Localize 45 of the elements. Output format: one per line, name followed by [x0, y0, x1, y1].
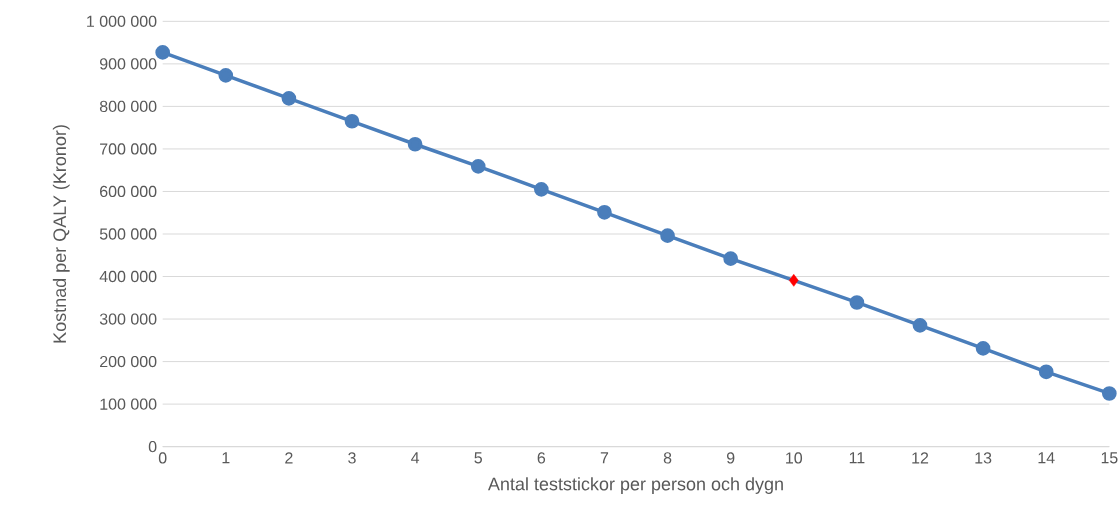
x-tick-label: 6 [537, 452, 546, 464]
y-tick-label: 700 000 [100, 143, 157, 155]
point [849, 295, 865, 310]
x-tick-label: 4 [411, 452, 420, 464]
x-tick-label: 10 [786, 452, 803, 464]
x-tick-label: 3 [348, 452, 356, 464]
point [789, 274, 799, 287]
x-tick-label: 11 [849, 452, 865, 464]
y-tick-label: 1 000 000 [87, 15, 157, 27]
point [1101, 386, 1117, 401]
x-tick-label: 15 [1101, 452, 1118, 464]
x-tick-label: 9 [726, 452, 735, 464]
x-tick-label: 2 [285, 452, 293, 464]
x-tick-label: 1 [222, 452, 230, 464]
x-tick-label: 0 [158, 452, 167, 464]
y-tick-label: 100 000 [100, 398, 157, 410]
point [912, 318, 928, 333]
point [155, 45, 171, 60]
y-tick-label: 400 000 [99, 270, 157, 283]
x-tick-label: 12 [912, 452, 929, 464]
point [344, 113, 360, 129]
y-axis-title: Kostnad per QALY (Kronor) [52, 125, 70, 343]
point [723, 251, 738, 266]
point [470, 159, 486, 174]
point [660, 228, 675, 244]
y-tick-label: 600 000 [100, 185, 157, 198]
point [533, 181, 549, 197]
y-tick-label: 500 000 [99, 228, 157, 240]
point [218, 68, 234, 83]
point [1038, 364, 1054, 380]
y-tick-label: 300 000 [99, 313, 157, 325]
y-tick-label: 900 000 [100, 58, 157, 70]
y-tick-label: 800 000 [99, 100, 157, 113]
x-tick-label: 7 [600, 452, 609, 464]
x-tick-label: 5 [474, 452, 482, 464]
point [281, 90, 297, 106]
point [597, 204, 612, 220]
x-tick-label: 14 [1038, 452, 1055, 464]
x-tick-label: 8 [663, 452, 672, 464]
point [975, 341, 991, 356]
y-tick-label: 200 000 [100, 355, 157, 368]
point [407, 136, 423, 152]
y-tick-label: 0 [148, 440, 157, 453]
x-axis-title: Antal teststickor per person och dygn [487, 477, 783, 494]
x-tick-label: 13 [975, 452, 992, 464]
